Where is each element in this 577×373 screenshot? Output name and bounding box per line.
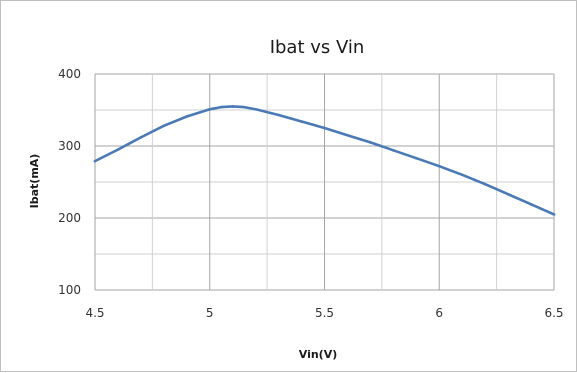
x-tick-label: 4.5 (85, 306, 104, 320)
x-axis: 4.5 5 5.5 6 6.5 (85, 306, 563, 320)
plot-area (93, 105, 556, 216)
data-point (208, 107, 212, 111)
data-point (506, 192, 510, 196)
x-tick-label: 6 (435, 306, 443, 320)
data-point (277, 113, 280, 117)
data-point (300, 120, 303, 123)
data-point (162, 124, 166, 128)
data-point (460, 173, 464, 177)
data-point (369, 141, 372, 144)
data-point (483, 182, 487, 186)
data-point (323, 126, 326, 130)
x-tick-label: 6.5 (544, 306, 563, 320)
data-point (231, 105, 234, 108)
data-point (254, 107, 257, 111)
y-tick-label: 300 (58, 139, 81, 153)
x-tick-label: 5 (206, 306, 214, 320)
data-point (139, 136, 143, 139)
data-point (552, 213, 556, 216)
data-point (437, 164, 441, 168)
data-point (415, 156, 418, 160)
data-point (185, 115, 189, 118)
y-tick-label: 100 (58, 283, 81, 297)
data-point (242, 105, 246, 109)
y-axis: 100 200 300 400 (58, 67, 81, 297)
grid (94, 73, 555, 291)
x-axis-label: Vin(V) (299, 348, 338, 361)
x-tick-label: 5.5 (315, 306, 334, 320)
data-point (529, 203, 533, 206)
data-point (392, 149, 395, 152)
y-tick-label: 400 (58, 67, 81, 81)
data-point (346, 133, 349, 137)
data-point (93, 159, 97, 163)
data-point (219, 105, 223, 109)
y-axis-label: Ibat(mA) (28, 154, 41, 209)
data-point (116, 148, 120, 151)
chart-title: Ibat vs Vin (270, 37, 365, 58)
y-tick-label: 200 (58, 211, 81, 225)
